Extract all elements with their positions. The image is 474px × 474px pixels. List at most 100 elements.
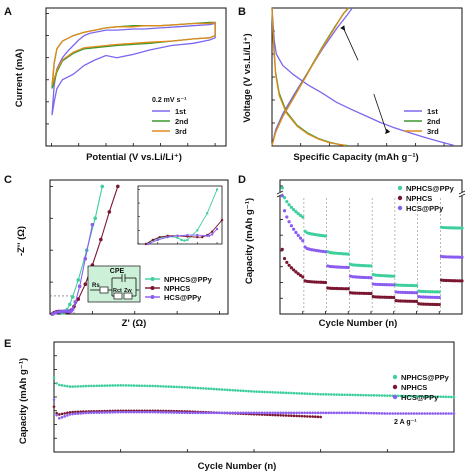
cycle-point-nphcs-ppy	[156, 384, 160, 388]
cycle-point-hcs-ppy	[332, 411, 336, 415]
cycle-point-hcs-ppy	[282, 411, 285, 415]
cycle-point-hcs-ppy	[143, 410, 146, 414]
cycle-point-nphcs	[314, 415, 317, 419]
capacity-point-hcs-ppy	[458, 255, 462, 259]
capacity-point-nphcs	[460, 279, 464, 283]
cycle-point-hcs-ppy	[194, 411, 197, 415]
legend-label-hcs-ppy: HCS@PPy	[406, 204, 444, 213]
capacity-point-nphcs	[346, 287, 350, 291]
capacity-point-hcs-ppy	[424, 295, 428, 299]
panel-d-ylabel: Capacity (mAh g⁻¹)	[244, 198, 255, 284]
series-line-1st	[51, 22, 216, 116]
cycle-point-hcs-ppy	[410, 412, 413, 415]
cycle-point-nphcs-ppy	[119, 384, 122, 387]
cycle-point-hcs-ppy	[52, 398, 56, 402]
cycle-point-nphcs-ppy	[346, 393, 349, 397]
series-point-hcs-ppy	[90, 222, 95, 227]
capacity-point-hcs-ppy	[419, 295, 423, 299]
cycle-point-hcs-ppy	[343, 411, 346, 415]
cycle-point-nphcs-ppy	[58, 383, 61, 387]
cycle-point-nphcs-ppy	[271, 390, 274, 394]
cycle-point-nphcs-ppy	[218, 388, 221, 391]
capacity-point-nphcs-ppy	[419, 289, 423, 294]
cycle-point-nphcs-ppy	[191, 386, 194, 390]
cycle-point-hcs-ppy	[111, 410, 114, 414]
cycle-point-nphcs-ppy	[215, 387, 218, 391]
series-point-nphcs	[116, 184, 120, 189]
capacity-point-nphcs	[401, 299, 405, 303]
capacity-point-nphcs	[369, 291, 373, 296]
capacity-point-nphcs	[287, 263, 291, 267]
cycle-point-hcs-ppy	[154, 410, 157, 414]
cycle-point-hcs-ppy	[428, 412, 432, 415]
cycle-point-nphcs	[300, 414, 304, 418]
cycle-point-hcs-ppy	[351, 411, 354, 415]
series-point-nphcs-ppy	[100, 184, 105, 189]
capacity-point-nphcs-ppy	[428, 290, 432, 294]
cycle-point-nphcs-ppy	[186, 386, 189, 389]
capacity-point-nphcs-ppy	[358, 263, 362, 267]
capacity-point-nphcs-ppy	[451, 226, 455, 230]
capacity-point-hcs-ppy	[428, 295, 432, 299]
series-line-1st-discharge	[271, 7, 455, 147]
capacity-point-hcs-ppy	[387, 283, 391, 287]
panel-e-letter: E	[4, 338, 11, 350]
cycle-point-nphcs	[74, 410, 77, 414]
panel-a-legend: 1st 2nd 3rd	[152, 107, 189, 136]
cycle-point-hcs-ppy	[268, 411, 272, 415]
capacity-point-hcs-ppy	[421, 295, 425, 299]
cycle-point-hcs-ppy	[130, 410, 133, 414]
panel-d-legend: NPHCS@PPy NPHCS HCS@PPy	[397, 184, 455, 213]
cycle-point-nphcs-ppy	[92, 384, 96, 388]
capacity-point-nphcs	[387, 295, 391, 299]
cycle-point-nphcs-ppy	[362, 393, 365, 397]
cycle-point-nphcs-ppy	[274, 391, 277, 394]
capacity-point-hcs-ppy	[376, 282, 380, 287]
cycle-point-hcs-ppy	[204, 411, 208, 415]
inset-series-point-hcs-ppy	[166, 235, 169, 239]
cycle-point-hcs-ppy	[423, 412, 426, 415]
capacity-point-nphcs	[421, 302, 425, 306]
capacity-point-hcs-ppy	[449, 255, 453, 259]
cycle-point-nphcs-ppy	[170, 385, 173, 389]
axis-break-mark	[458, 190, 466, 195]
capacity-point-hcs-ppy	[323, 250, 328, 254]
cycle-point-hcs-ppy	[295, 411, 298, 415]
capacity-point-nphcs	[289, 266, 293, 270]
plot-frame	[49, 179, 229, 315]
capacity-point-nphcs-ppy	[410, 283, 414, 288]
capacity-point-nphcs	[403, 299, 407, 303]
cycle-point-hcs-ppy	[226, 411, 229, 415]
circuit-label-zw: Zw	[124, 288, 132, 294]
cycle-point-nphcs-ppy	[343, 393, 346, 397]
cycle-point-nphcs-ppy	[82, 384, 85, 388]
cycle-point-nphcs	[276, 413, 280, 417]
cycle-point-hcs-ppy	[348, 411, 352, 415]
capacity-point-nphcs	[314, 280, 318, 284]
capacity-point-hcs-ppy	[426, 295, 430, 299]
series-point-nphcs-ppy	[70, 295, 75, 299]
capacity-point-nphcs	[333, 286, 337, 291]
cycle-point-nphcs-ppy	[298, 392, 301, 395]
cycle-point-hcs-ppy	[148, 410, 152, 414]
panel-a-ylabel: Current (mA)	[14, 49, 25, 108]
capacity-point-nphcs	[310, 280, 314, 284]
cycle-point-nphcs-ppy	[90, 384, 93, 388]
capacity-point-nphcs-ppy	[385, 274, 389, 278]
cycle-point-nphcs-ppy	[279, 391, 282, 394]
cycle-point-hcs-ppy	[311, 411, 314, 415]
cycle-point-nphcs-ppy	[439, 395, 442, 399]
cycle-point-hcs-ppy	[180, 411, 184, 415]
capacity-point-nphcs-ppy	[339, 252, 344, 256]
cycle-point-nphcs-ppy	[212, 387, 216, 391]
capacity-point-hcs-ppy	[285, 215, 289, 219]
inset-series-point-nphcs	[144, 242, 148, 246]
cycle-point-hcs-ppy	[71, 412, 74, 416]
cycle-point-hcs-ppy	[98, 411, 101, 414]
cycle-point-hcs-ppy	[380, 412, 384, 415]
cycle-point-nphcs-ppy	[162, 385, 165, 388]
cycle-point-hcs-ppy	[290, 411, 293, 415]
cycle-point-nphcs-ppy	[284, 391, 288, 395]
capacity-point-hcs-ppy	[292, 227, 296, 231]
cycle-point-hcs-ppy	[60, 416, 64, 419]
